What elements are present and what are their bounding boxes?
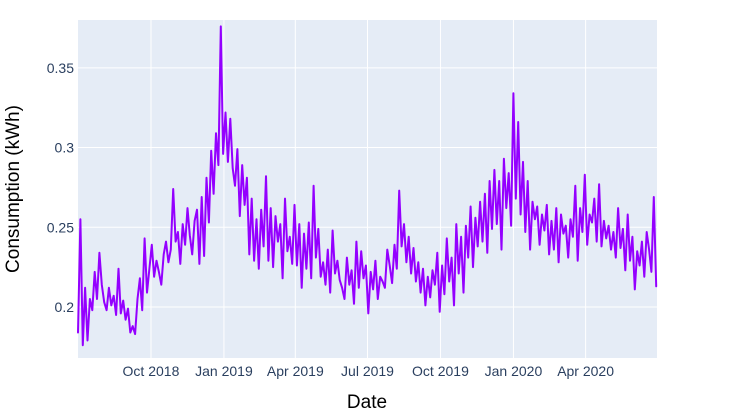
- y-tick-label: 0.3: [55, 140, 75, 156]
- x-tick-label: Oct 2018: [123, 363, 180, 379]
- y-tick-label: 0.35: [47, 60, 74, 76]
- y-tick-label: 0.2: [55, 299, 75, 315]
- x-tick-label: Jan 2020: [485, 363, 543, 379]
- y-tick-label: 0.25: [47, 219, 74, 235]
- x-axis-title: Date: [347, 392, 387, 413]
- x-tick-label: Apr 2019: [267, 363, 324, 379]
- data-series-group: [77, 25, 658, 347]
- tick-labels: 0.2 0.25 0.3 0.35 Oct 2018 Jan 2019 Apr 2019 Ju…: [47, 60, 614, 379]
- y-axis-title: Consumption (kWh): [3, 105, 24, 273]
- x-tick-label: Apr 2020: [557, 363, 614, 379]
- x-tick-label: Jan 2019: [195, 363, 253, 379]
- x-tick-label: Oct 2019: [412, 363, 469, 379]
- x-tick-label: Jul 2019: [341, 363, 394, 379]
- series-line-0: [77, 25, 658, 347]
